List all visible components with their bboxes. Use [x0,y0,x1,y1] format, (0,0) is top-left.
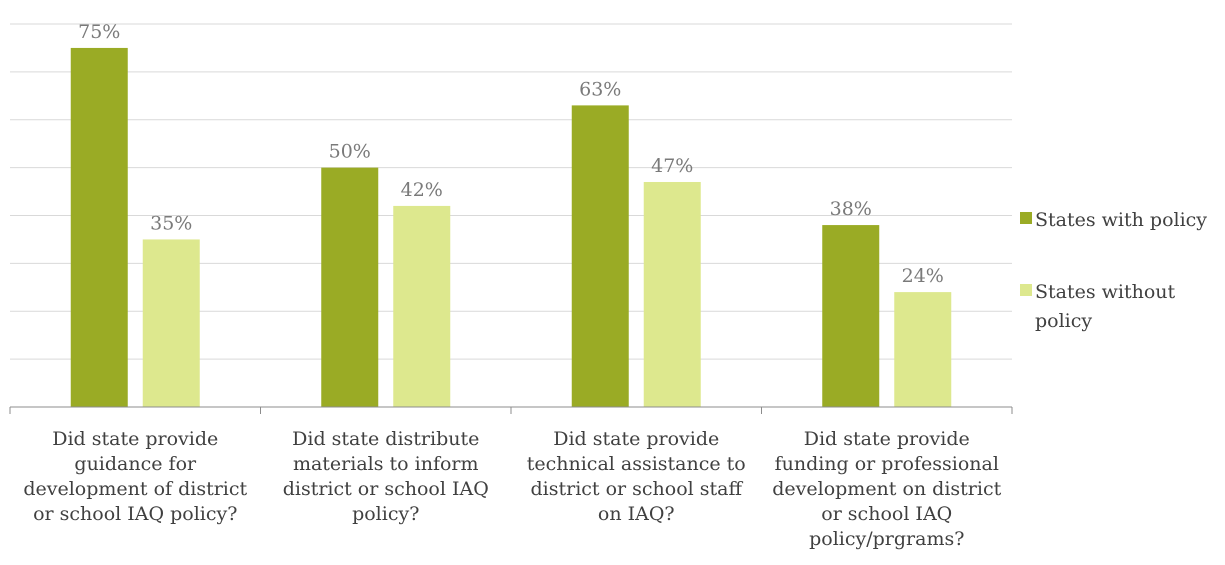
data-label: 63% [579,78,621,100]
legend-swatch [1020,284,1032,296]
data-label: 35% [150,212,192,234]
category-label: Did state distribute materials to inform d… [283,428,489,525]
category-label: Did state provide funding or professional… [772,428,1001,550]
legend-swatch [1020,212,1032,224]
bar [894,292,952,407]
category-label: Did state provide guidance for development… [23,428,247,525]
category-labels: Did state provide guidance for development… [23,428,1001,550]
data-labels: 75% 35% 50% 42% 63% 47% 38% 24% [78,21,944,287]
legend: States with policy States without policy [1020,209,1207,332]
data-label: 75% [78,21,120,43]
data-label: 38% [830,198,872,220]
bar [321,167,379,407]
data-label: 42% [401,179,443,201]
category-label: Did state provide technical assistance to… [527,428,746,525]
bar [643,181,701,407]
bar [142,239,200,407]
bars [70,47,952,407]
bar [70,47,128,407]
bar [393,205,451,407]
legend-label: States without policy [1035,281,1176,332]
legend-label: States with policy [1035,209,1207,231]
data-label: 24% [902,265,944,287]
x-axis [9,406,1013,414]
bar [822,225,880,407]
data-label: 47% [651,155,693,177]
bar [571,105,629,407]
data-label: 50% [329,141,371,163]
